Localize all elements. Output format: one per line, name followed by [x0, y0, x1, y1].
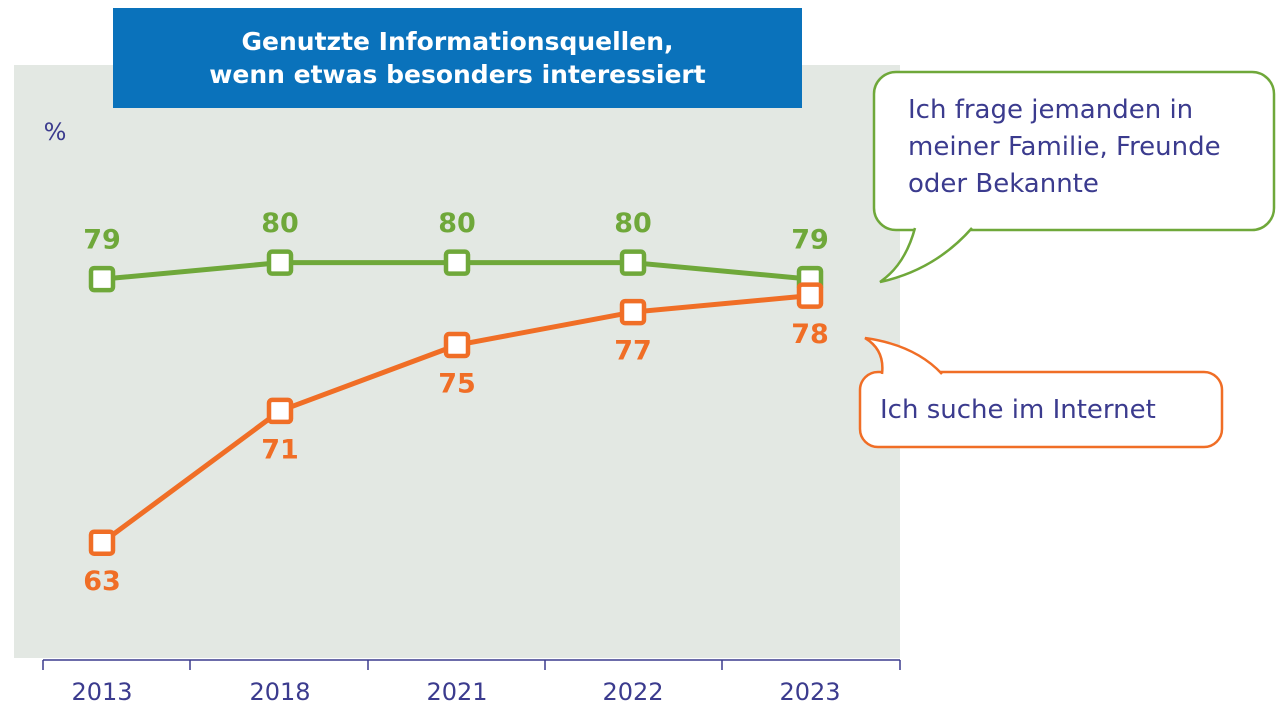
marker [619, 298, 647, 326]
legend-entry: Ich suche im Internet [880, 395, 1156, 425]
x-tick-label: 2013 [71, 678, 132, 706]
data-label: 80 [261, 208, 299, 239]
y-axis-label: % [44, 118, 67, 146]
x-tick-label: 2023 [779, 678, 840, 706]
x-tick-label: 2018 [249, 678, 310, 706]
legend-entry: Ich frage jemanden in meiner Familie, Fr… [908, 95, 1221, 199]
data-label: 71 [261, 434, 299, 465]
data-label: 63 [83, 566, 121, 597]
marker [443, 331, 471, 359]
marker [266, 397, 294, 425]
data-label: 80 [614, 208, 652, 239]
data-label: 77 [614, 336, 652, 367]
x-tick-label: 2021 [426, 678, 487, 706]
marker [88, 529, 116, 556]
marker [619, 249, 647, 276]
callout-tail [864, 336, 943, 375]
callout-shapes [858, 70, 1276, 449]
data-label: 75 [438, 369, 476, 400]
data-label: 80 [438, 208, 476, 239]
marker [266, 249, 294, 276]
data-label: 79 [791, 225, 829, 256]
data-label: 78 [791, 319, 829, 350]
callout-box [872, 70, 1276, 232]
data-label: 79 [83, 225, 121, 256]
callout-box [858, 370, 1224, 449]
marker [443, 249, 471, 276]
marker [88, 265, 116, 293]
callout-tail [879, 227, 973, 284]
plot-background [14, 65, 900, 658]
marker [796, 282, 824, 309]
x-tick-label: 2022 [602, 678, 663, 706]
chart-title: Genutzte Informationsquellen, wenn etwas… [113, 8, 802, 108]
